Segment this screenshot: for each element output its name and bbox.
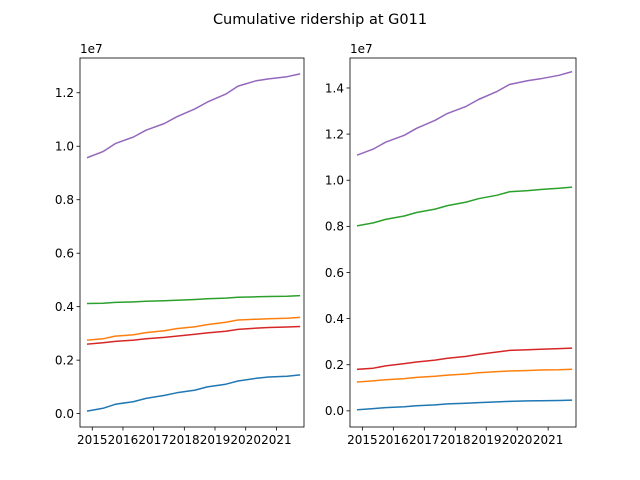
x-tick-label: 2018 bbox=[440, 433, 471, 447]
y-tick-label: 0.2 bbox=[325, 358, 344, 372]
series-line-3 bbox=[86, 325, 301, 345]
y-tick-label: 1.2 bbox=[55, 86, 74, 100]
right-subplot: 2015 2016 2017 2018 2019 2020 2021 0.0 0.2 0.4 0.6… bbox=[325, 42, 577, 447]
y-tick-label: 0.4 bbox=[325, 312, 344, 326]
y-tick-label: 0.4 bbox=[55, 300, 74, 314]
series-line-1 bbox=[356, 368, 573, 383]
left-subplot: 2015 2016 2017 2018 2019 2020 2021 0.0 0.2 0.4 0.6… bbox=[55, 42, 305, 447]
y-tick-label: 0.0 bbox=[325, 404, 344, 418]
x-tick-label: 2016 bbox=[378, 433, 409, 447]
x-tick-label: 2015 bbox=[77, 433, 108, 447]
figure-title: Cumulative ridership at G011 bbox=[213, 12, 427, 28]
series-line-4 bbox=[86, 73, 301, 159]
series-line-1 bbox=[86, 316, 301, 341]
y-tick-label: 0.8 bbox=[55, 193, 74, 207]
x-tick-label: 2016 bbox=[108, 433, 139, 447]
series-line-0 bbox=[356, 399, 573, 411]
x-tick-label: 2017 bbox=[409, 433, 440, 447]
x-tick-label: 2020 bbox=[230, 433, 261, 447]
series-line-3 bbox=[356, 347, 573, 371]
y-offset-label: 1e7 bbox=[80, 42, 103, 56]
y-tick-label: 0.6 bbox=[55, 246, 74, 260]
x-tick-label: 2019 bbox=[200, 433, 231, 447]
x-tick-label: 2021 bbox=[533, 433, 564, 447]
axes-frame bbox=[349, 57, 577, 428]
x-tick-label: 2017 bbox=[138, 433, 169, 447]
y-tick-label: 0.6 bbox=[325, 266, 344, 280]
y-tick-label: 0.0 bbox=[55, 407, 74, 421]
x-tick-label: 2021 bbox=[261, 433, 292, 447]
y-offset-label: 1e7 bbox=[350, 42, 373, 56]
series-line-4 bbox=[356, 70, 573, 156]
axes-frame bbox=[79, 57, 305, 428]
y-tick-label: 1.0 bbox=[55, 140, 74, 154]
y-tick-label: 0.8 bbox=[325, 220, 344, 234]
series-line-0 bbox=[86, 374, 301, 412]
series-line-2 bbox=[86, 294, 301, 305]
y-tick-label: 1.4 bbox=[325, 81, 344, 95]
y-tick-label: 1.0 bbox=[325, 174, 344, 188]
y-tick-label: 0.2 bbox=[55, 353, 74, 367]
x-tick-label: 2019 bbox=[471, 433, 502, 447]
x-tick-label: 2020 bbox=[502, 433, 533, 447]
y-tick-label: 1.2 bbox=[325, 127, 344, 141]
x-tick-label: 2015 bbox=[347, 433, 378, 447]
series-line-2 bbox=[356, 186, 573, 227]
x-tick-label: 2018 bbox=[169, 433, 200, 447]
